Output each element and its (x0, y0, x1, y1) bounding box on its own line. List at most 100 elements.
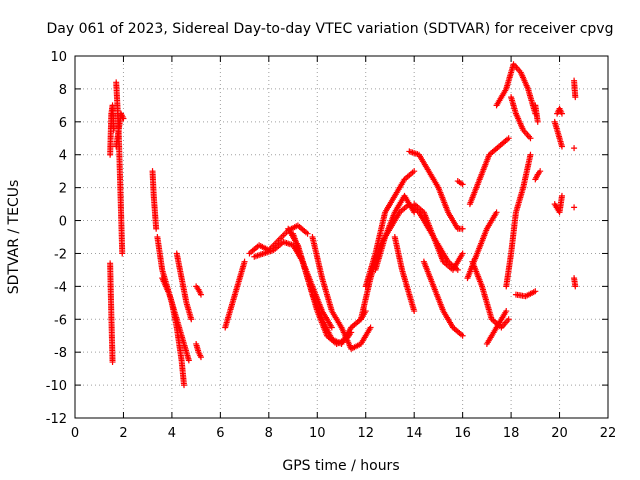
series-arc38 (571, 77, 579, 101)
data-point (571, 145, 578, 152)
data-point (119, 250, 126, 257)
series-arc41 (571, 275, 579, 290)
data-point (411, 308, 418, 315)
x-tick-label: 14 (406, 426, 423, 441)
data-point (459, 250, 466, 257)
data-point (572, 94, 579, 101)
series-arc32 (508, 94, 534, 142)
series-arc22 (411, 201, 466, 273)
data-point (197, 291, 204, 298)
data-point (328, 324, 335, 331)
data-point (558, 192, 565, 199)
data-point (185, 357, 192, 364)
data-point (527, 135, 534, 142)
data-point (459, 181, 466, 188)
series-arc3 (113, 79, 126, 257)
data-point (571, 204, 578, 211)
data-point (153, 225, 160, 232)
y-tick-label: 8 (59, 83, 67, 98)
x-tick-label: 8 (265, 426, 273, 441)
series-arc8 (173, 250, 195, 323)
data-point (505, 316, 512, 323)
y-tick-label: -4 (54, 280, 67, 295)
data-point (304, 230, 311, 237)
grid-lines (75, 56, 608, 418)
y-tick-label: 10 (50, 50, 67, 65)
data-point (534, 118, 541, 125)
series-arc6 (154, 234, 188, 389)
data-point (558, 143, 565, 150)
data-point (367, 324, 374, 331)
y-tick-label: -2 (54, 247, 67, 262)
series-arc11 (222, 258, 248, 331)
y-tick-label: 6 (59, 116, 67, 131)
chart-title: Day 061 of 2023, Sidereal Day-to-day VTE… (47, 21, 614, 37)
series-arc20 (391, 234, 418, 315)
x-tick-label: 20 (551, 426, 568, 441)
series-arc33 (532, 168, 544, 183)
data-point (188, 316, 195, 323)
series-arc25 (464, 209, 500, 282)
series-arc28 (483, 308, 510, 347)
data-point (459, 225, 466, 232)
data-point (493, 209, 500, 216)
data-point (572, 283, 579, 290)
y-tick-label: 4 (59, 149, 67, 164)
y-tick-label: 0 (59, 215, 67, 230)
series-arc40 (571, 204, 578, 211)
x-tick-label: 18 (503, 426, 520, 441)
y-tick-label: -12 (46, 412, 67, 427)
x-axis-ticks: 0 2 4 6 8 10 12 14 16 18 20 22 (71, 56, 616, 441)
data-point (505, 135, 512, 142)
series-arc26 (466, 135, 512, 208)
series-arc9 (193, 283, 204, 298)
y-tick-label: -10 (46, 379, 67, 394)
data-point (109, 359, 116, 366)
series-arc29 (503, 151, 534, 290)
series-arc27 (469, 258, 512, 331)
series-arc30 (512, 288, 539, 300)
x-tick-label: 16 (454, 426, 471, 441)
series-arc18 (362, 168, 418, 290)
series-arc23 (420, 258, 466, 339)
series-arc31 (493, 61, 539, 117)
x-tick-label: 0 (71, 426, 79, 441)
series-arc1 (107, 102, 117, 158)
data-point (527, 151, 534, 158)
data-point (411, 168, 418, 175)
series-arc2 (107, 260, 116, 366)
x-tick-label: 22 (600, 426, 617, 441)
series-arc10 (193, 340, 204, 361)
series-arc37 (551, 192, 565, 216)
y-tick-label: -6 (54, 313, 67, 328)
x-tick-label: 4 (168, 426, 176, 441)
series-arc36 (554, 105, 565, 117)
data-point (411, 209, 418, 216)
series-arc7 (159, 275, 192, 364)
series-arc4 (113, 110, 127, 150)
series-arc21 (406, 148, 466, 232)
y-tick-label: -8 (54, 346, 67, 361)
data-point (197, 354, 204, 361)
data-point (537, 168, 544, 175)
series-arc16 (309, 234, 374, 352)
y-tick-label: 2 (59, 182, 67, 197)
plot-frame (74, 55, 609, 419)
series-arc34 (532, 102, 541, 125)
series-arc24 (454, 178, 466, 188)
data-point (503, 308, 510, 315)
series-arc19 (372, 192, 418, 273)
x-tick-label: 12 (357, 426, 374, 441)
y-axis-ticks: 10 8 6 4 2 0 -2 -4 -6 -8 -10 -12 (46, 50, 608, 427)
data-point (459, 332, 466, 339)
data-point (241, 258, 248, 265)
data-points (107, 61, 579, 389)
data-point (181, 382, 188, 389)
data-point (558, 110, 565, 117)
x-axis-label: GPS time / hours (282, 458, 399, 474)
series-arc39 (571, 145, 578, 152)
x-tick-label: 2 (119, 426, 127, 441)
x-tick-label: 6 (216, 426, 224, 441)
series-arc35 (551, 118, 565, 150)
